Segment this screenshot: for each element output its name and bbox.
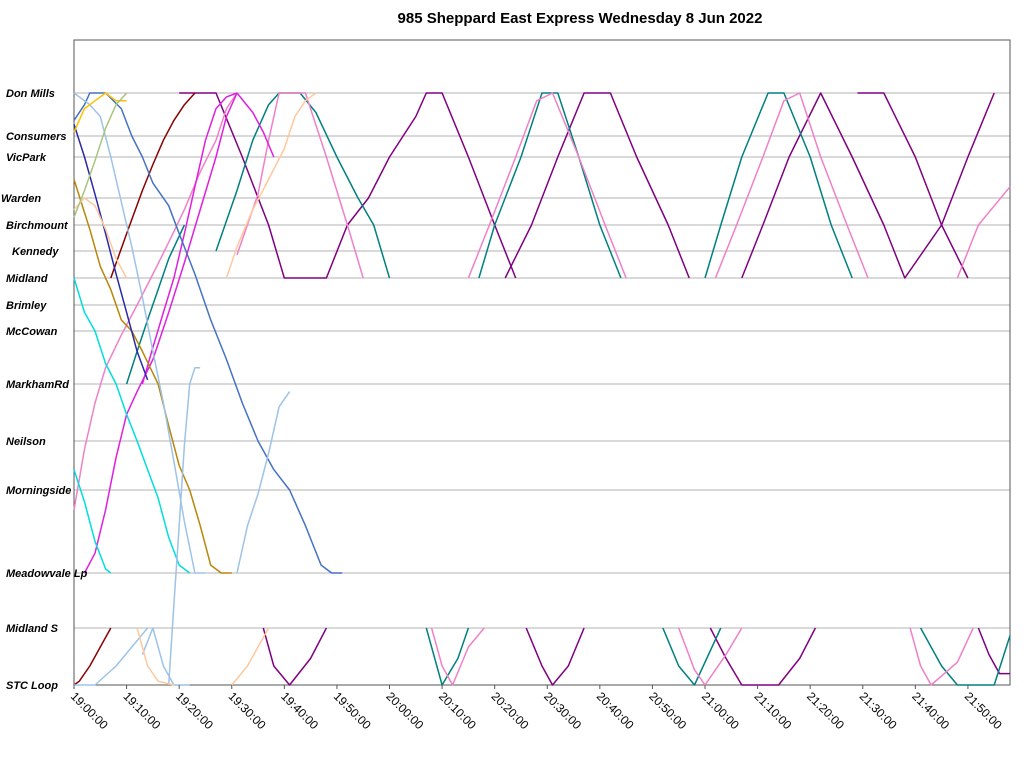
x-tick-label-19-10-00: 19:10:00 — [120, 689, 163, 732]
trip-line-12 — [125, 224, 186, 385]
trip-line-16 — [236, 92, 364, 279]
series-layer — [73, 92, 1011, 686]
trip-line-3 — [741, 92, 995, 279]
trip-line-10 — [478, 92, 622, 279]
x-tick-label-21-00-00: 21:00:00 — [699, 689, 742, 732]
trip-line-21 — [430, 627, 485, 686]
x-tick-label-20-50-00: 20:50:00 — [646, 689, 689, 732]
trip-line-23 — [909, 627, 974, 686]
stop-label-brimley: Brimley — [6, 300, 47, 312]
trip-line-7 — [709, 627, 817, 686]
plot-frame — [73, 39, 1011, 686]
x-tick-label-19-30-00: 19:30:00 — [226, 689, 269, 732]
stop-label-consumers: Consumers — [6, 131, 67, 143]
x-tick-label-19-00-00: 19:00:00 — [68, 689, 111, 732]
trip-line-42 — [73, 92, 127, 133]
trip-line-27 — [73, 627, 112, 686]
trip-line-24 — [83, 92, 275, 574]
trip-line-19 — [956, 186, 1011, 279]
x-tick-label-19-40-00: 19:40:00 — [278, 689, 321, 732]
stop-label-kennedy: Kennedy — [12, 246, 59, 258]
trip-line-36 — [74, 627, 149, 686]
x-tick-label-21-10-00: 21:10:00 — [751, 689, 794, 732]
stop-label-morningside: Morningside — [6, 485, 71, 497]
trip-line-43 — [73, 92, 128, 218]
trip-line-29 — [73, 277, 191, 574]
trip-line-25 — [141, 92, 238, 385]
trip-line-38 — [73, 197, 128, 279]
stop-labels: Don Mills Consumers VicPark Warden Birchmoun… — [1, 88, 88, 692]
trip-line-33 — [73, 92, 206, 574]
x-tick-label-20-00-00: 20:00:00 — [383, 689, 426, 732]
stop-label-markhamrd: MarkhamRd — [6, 379, 69, 391]
grid-layer — [74, 92, 1010, 686]
trip-line-4 — [857, 92, 969, 279]
trip-line-41 — [231, 627, 270, 686]
trip-line-2 — [504, 92, 690, 279]
trip-line-32 — [73, 124, 149, 381]
trip-line-35 — [236, 391, 291, 574]
x-tick-label-21-30-00: 21:30:00 — [857, 689, 900, 732]
trip-line-20 — [73, 92, 238, 510]
trip-line-11 — [704, 92, 853, 279]
trip-line-28 — [73, 179, 232, 574]
trip-line-1 — [179, 92, 517, 279]
x-tick-label-19-20-00: 19:20:00 — [173, 689, 216, 732]
trip-line-39 — [225, 92, 317, 279]
x-tick-label-21-40-00: 21:40:00 — [909, 689, 952, 732]
stop-label-midland-s: Midland S — [6, 623, 59, 635]
stop-label-mccowan: McCowan — [6, 326, 58, 338]
stop-label-stc-loop: STC Loop — [6, 680, 58, 692]
trip-line-31 — [73, 92, 343, 574]
x-tick-label-21-50-00: 21:50:00 — [962, 689, 1005, 732]
trip-line-14 — [662, 627, 722, 686]
x-tick-label-20-20-00: 20:20:00 — [489, 689, 532, 732]
time-tick-labels: 19:00:00 19:10:00 19:20:00 19:30:00 19:40:00… — [68, 685, 1005, 732]
x-tick-label-20-30-00: 20:30:00 — [541, 689, 584, 732]
stop-label-midland: Midland — [6, 273, 48, 285]
trip-line-13 — [425, 627, 470, 686]
trip-line-30 — [73, 469, 112, 574]
trip-line-15 — [919, 627, 1011, 686]
x-tick-label-20-40-00: 20:40:00 — [594, 689, 637, 732]
trip-line-26 — [110, 92, 196, 279]
trip-line-34 — [167, 366, 201, 686]
stop-label-meadowvale-lp: Meadowvale Lp — [6, 568, 88, 580]
stop-label-don-mills: Don Mills — [6, 88, 55, 100]
trip-line-18 — [714, 92, 869, 279]
trip-line-5 — [262, 627, 328, 686]
x-tick-label-20-10-00: 20:10:00 — [436, 689, 479, 732]
chart-title: 985 Sheppard East Express Wednesday 8 Ju… — [398, 10, 763, 27]
trip-line-37 — [141, 627, 190, 686]
trip-line-6 — [525, 627, 585, 686]
trip-line-8 — [977, 627, 1010, 675]
trip-line-9 — [215, 92, 391, 279]
trip-line-17 — [467, 92, 627, 279]
trip-line-40 — [136, 627, 175, 686]
stop-label-warden: Warden — [1, 193, 41, 205]
x-tick-label-21-20-00: 21:20:00 — [804, 689, 847, 732]
stop-label-birchmount: Birchmount — [6, 220, 69, 232]
stop-label-neilson: Neilson — [6, 436, 46, 448]
x-tick-label-19-50-00: 19:50:00 — [331, 689, 374, 732]
stop-label-vicpark: VicPark — [6, 152, 47, 164]
